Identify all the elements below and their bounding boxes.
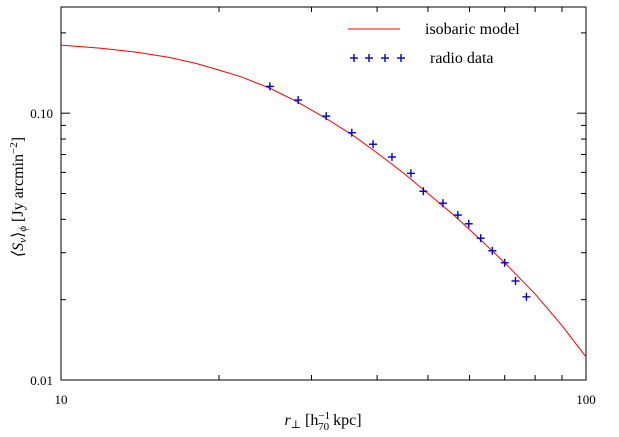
- radio-data-point: [464, 219, 473, 228]
- radio-data-point: [265, 82, 274, 91]
- x-axis-label: r⊥ [h−1 70 kpc]: [284, 410, 361, 433]
- radio-data-point: [419, 187, 428, 196]
- legend-plus-marker: [397, 54, 405, 62]
- radio-data-point: [476, 234, 485, 243]
- radio-data-point: [322, 112, 331, 121]
- legend-plus-marker: [381, 54, 389, 62]
- radio-data-point: [522, 292, 531, 301]
- x-tick-label: 10: [55, 392, 68, 407]
- y-tick-label: 0.01: [30, 373, 53, 388]
- radio-data-point: [406, 169, 415, 178]
- radio-data-point: [387, 153, 396, 162]
- radio-data-point: [500, 258, 509, 267]
- radio-data-point: [511, 276, 520, 285]
- y-tick-label: 0.10: [30, 106, 53, 121]
- legend-plus-marker: [350, 54, 358, 62]
- isobaric-model-curve: [60, 44, 587, 358]
- legend-data-label: radio data: [430, 50, 494, 67]
- radio-data-point: [294, 96, 303, 105]
- tick-labels: 10 100 0.01 0.10: [30, 106, 596, 407]
- radio-data-point: [438, 199, 447, 208]
- axis-ticks: [60, 7, 587, 381]
- radio-data-point: [369, 140, 378, 149]
- radio-data-point: [488, 246, 497, 255]
- radio-data-point: [453, 211, 462, 220]
- legend-data-swatch: [350, 54, 405, 62]
- plot-frame: [60, 6, 587, 381]
- y-axis-label: ⟨Sν⟩ϕ [Jy arcmin−2]: [8, 137, 29, 257]
- model-curve-layer: [60, 44, 587, 358]
- legend-model-label: isobaric model: [425, 21, 520, 38]
- radio-data-point: [347, 128, 356, 137]
- data-points-layer: [265, 82, 531, 301]
- x-tick-label: 100: [576, 392, 596, 407]
- legend: isobaric model radio data: [348, 21, 520, 67]
- legend-plus-marker: [365, 54, 373, 62]
